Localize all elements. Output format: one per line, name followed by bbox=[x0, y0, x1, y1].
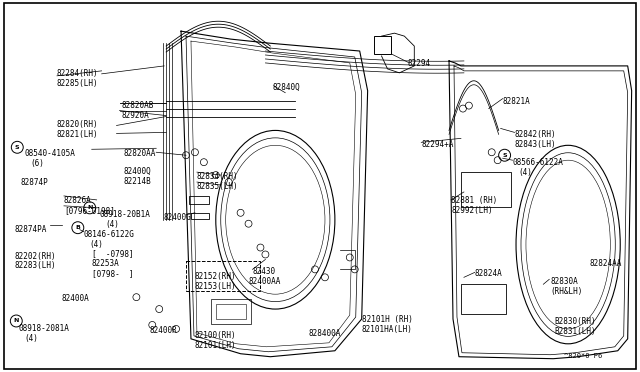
Bar bbox=[191, 213, 209, 219]
Text: 82835(LH): 82835(LH) bbox=[197, 182, 239, 191]
Text: 82101H (RH): 82101H (RH) bbox=[362, 315, 413, 324]
Text: 82820AA: 82820AA bbox=[124, 149, 156, 158]
Text: 08918-20B1A: 08918-20B1A bbox=[100, 210, 150, 219]
Text: 82284(RH): 82284(RH) bbox=[57, 69, 99, 78]
Text: 82400G: 82400G bbox=[163, 213, 191, 222]
Text: 82881 (RH): 82881 (RH) bbox=[451, 196, 497, 205]
Text: 82153(LH): 82153(LH) bbox=[195, 282, 237, 291]
Text: B2831(LH): B2831(LH) bbox=[554, 327, 596, 336]
Bar bbox=[461, 284, 506, 314]
Text: 82400A: 82400A bbox=[62, 294, 90, 303]
Text: (4): (4) bbox=[90, 240, 104, 248]
Text: 82843(LH): 82843(LH) bbox=[515, 140, 556, 149]
Text: 82920A: 82920A bbox=[122, 110, 149, 119]
Text: (4): (4) bbox=[24, 334, 38, 343]
Bar bbox=[189, 196, 209, 204]
Text: 82840Q: 82840Q bbox=[273, 83, 300, 92]
Text: N: N bbox=[87, 205, 92, 210]
Text: 82400AA: 82400AA bbox=[248, 277, 281, 286]
Text: 82820AB: 82820AB bbox=[122, 101, 154, 110]
Text: [0798-  ]: [0798- ] bbox=[92, 269, 133, 278]
Text: 82874P: 82874P bbox=[20, 178, 48, 187]
Text: 82821A: 82821A bbox=[502, 97, 531, 106]
Text: 82430: 82430 bbox=[253, 267, 276, 276]
Text: 82283(LH): 82283(LH) bbox=[14, 262, 56, 270]
Text: ^820*0 P6: ^820*0 P6 bbox=[564, 353, 602, 359]
Text: (4): (4) bbox=[106, 220, 120, 229]
Text: 82874PA: 82874PA bbox=[14, 225, 47, 234]
Text: [  -0798]: [ -0798] bbox=[92, 250, 133, 259]
Text: N: N bbox=[13, 318, 19, 324]
Text: 82285(LH): 82285(LH) bbox=[57, 79, 99, 88]
Text: 82400R: 82400R bbox=[149, 326, 177, 335]
Text: 82202(RH): 82202(RH) bbox=[14, 251, 56, 260]
Text: 82824AA: 82824AA bbox=[590, 259, 622, 269]
Text: B: B bbox=[76, 225, 80, 230]
Text: 08918-2081A: 08918-2081A bbox=[19, 324, 69, 333]
Text: [0796-0198]: [0796-0198] bbox=[64, 206, 115, 215]
Text: (6): (6) bbox=[30, 159, 44, 168]
Text: 82101(LH): 82101(LH) bbox=[195, 341, 237, 350]
Text: 82820(RH): 82820(RH) bbox=[57, 121, 99, 129]
Text: 82826A: 82826A bbox=[64, 196, 92, 205]
Bar bbox=[186, 262, 260, 291]
Text: 82100(RH): 82100(RH) bbox=[195, 331, 237, 340]
Text: S: S bbox=[502, 153, 507, 158]
Text: 828400A: 828400A bbox=[308, 329, 340, 338]
Text: 82821(LH): 82821(LH) bbox=[57, 131, 99, 140]
Text: 82152(RH): 82152(RH) bbox=[195, 272, 237, 281]
Text: 82834(RH): 82834(RH) bbox=[197, 172, 239, 181]
Text: 82294: 82294 bbox=[407, 59, 431, 68]
Text: B2830(RH): B2830(RH) bbox=[554, 317, 596, 326]
Text: (RH&LH): (RH&LH) bbox=[550, 287, 582, 296]
Text: 08566-6122A: 08566-6122A bbox=[513, 158, 563, 167]
Text: 82253A: 82253A bbox=[92, 259, 120, 269]
Text: 08540-4105A: 08540-4105A bbox=[24, 149, 75, 158]
Text: 82830A: 82830A bbox=[550, 277, 578, 286]
Text: 82294+A: 82294+A bbox=[421, 140, 454, 149]
Text: 82824A: 82824A bbox=[475, 269, 502, 278]
Text: (4): (4) bbox=[518, 168, 532, 177]
Text: 82400Q: 82400Q bbox=[124, 167, 151, 176]
Text: 82842(RH): 82842(RH) bbox=[515, 131, 556, 140]
Bar bbox=[461, 172, 511, 207]
Bar bbox=[216, 304, 246, 319]
Text: 82101HA(LH): 82101HA(LH) bbox=[362, 325, 413, 334]
Text: 82992(LH): 82992(LH) bbox=[451, 206, 493, 215]
Text: 08146-6122G: 08146-6122G bbox=[84, 230, 134, 239]
Bar bbox=[374, 36, 392, 54]
Text: S: S bbox=[15, 145, 20, 150]
Text: 82214B: 82214B bbox=[124, 177, 151, 186]
Bar bbox=[211, 299, 250, 324]
